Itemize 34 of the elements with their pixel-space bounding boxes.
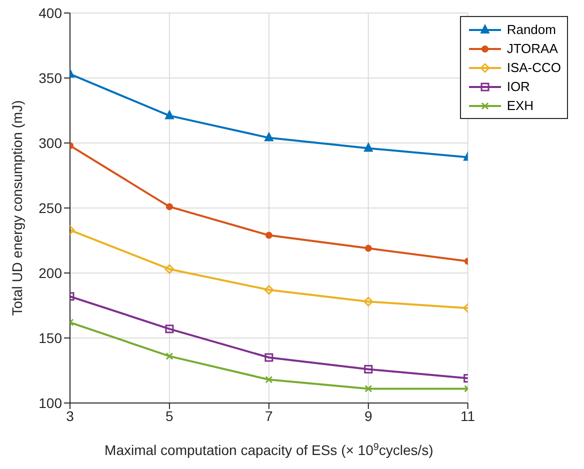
- y-tick-label: 100: [38, 394, 62, 411]
- point: [264, 285, 274, 295]
- point: [165, 324, 174, 334]
- legend-label: ISA-CCO: [506, 60, 561, 75]
- point: [264, 353, 274, 362]
- point: [364, 384, 372, 392]
- point: [265, 376, 273, 384]
- point: [264, 132, 274, 142]
- point: [166, 203, 173, 210]
- point: [166, 352, 174, 360]
- point: [164, 110, 174, 120]
- legend-label: JTORAA: [506, 41, 558, 56]
- y-tick-label: 250: [38, 200, 62, 216]
- x-tick-label: 5: [166, 408, 174, 424]
- y-tick-label: 300: [38, 134, 62, 151]
- legend-label: EXH: [506, 98, 534, 113]
- x-tick-label: 9: [364, 408, 372, 424]
- point: [364, 142, 373, 152]
- y-tick-label: 200: [38, 264, 62, 281]
- legend-label: Random: [506, 22, 556, 37]
- x-tick-label: 11: [460, 408, 476, 424]
- legend-label: IOR: [506, 79, 530, 94]
- y-tick-label: 150: [38, 330, 62, 346]
- point: [164, 264, 174, 274]
- y-tick-label: 350: [38, 70, 62, 86]
- x-tick-label: 7: [265, 408, 274, 424]
- point: [364, 296, 374, 306]
- y-tick-label: 400: [38, 4, 62, 21]
- point: [364, 364, 373, 374]
- x-tick-label: 3: [66, 408, 74, 424]
- y-axis-title: Total UD energy consumption (mJ): [9, 100, 25, 316]
- x-axis-title: Maximal computation capacity of ESs (× 10$^{9}$cycles/s): [104, 442, 434, 458]
- point: [364, 244, 372, 252]
- point: [265, 232, 272, 239]
